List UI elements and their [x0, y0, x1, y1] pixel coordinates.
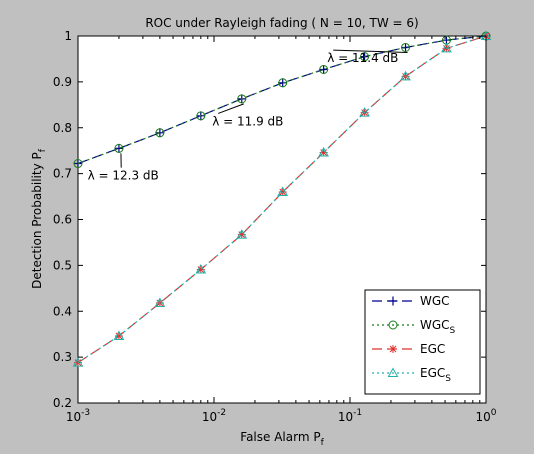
legend-box: [364, 289, 481, 395]
circle-marker: [278, 78, 288, 88]
circle-marker: [388, 320, 398, 330]
triangle-marker: [441, 42, 452, 53]
y-axis-label-main: Detection Probability P: [30, 152, 44, 289]
y-tick-label: 1: [64, 29, 72, 43]
annotation-layer: λ = 12.3 dB λ = 11.9 dB λ = 11.4 dB: [88, 49, 408, 183]
x-tick-label: 10-2: [202, 408, 226, 424]
x-axis-ticks: 10-3 10-2 10-1 100: [66, 36, 497, 424]
triangle-marker: [277, 186, 289, 196]
x-axis-label: False Alarm Pf: [240, 430, 324, 448]
y-tick-label: 0.4: [53, 304, 72, 318]
annotation-pointer: [333, 49, 408, 53]
y-tick-label: 0.9: [53, 75, 72, 89]
annotation-label: λ = 12.3 dB: [88, 169, 159, 183]
legend-entry: WGC: [372, 294, 450, 308]
legend-entry: EGC: [372, 342, 445, 356]
y-tick-label: 0.5: [53, 258, 72, 272]
triangle-marker: [113, 330, 125, 341]
chart-title: ROC under Rayleigh fading ( N = 10, TW =…: [145, 16, 418, 30]
x-tick-label: 10-3: [66, 408, 90, 424]
legend-label: EGCS: [420, 366, 451, 384]
legend-label: EGC: [420, 342, 445, 356]
plus-marker: [114, 143, 124, 153]
circle-marker: [360, 52, 370, 62]
x-axis-label-main: False Alarm P: [240, 430, 320, 444]
legend-entry: WGCS: [372, 318, 456, 336]
star-marker: [278, 187, 287, 196]
x-axis-label-sub: f: [321, 438, 325, 448]
legend-entry: EGCS: [372, 366, 451, 384]
annotation-label: λ = 11.4 dB: [327, 51, 398, 65]
series-line: [77, 35, 487, 165]
circle-marker: [73, 159, 83, 169]
star-marker: [237, 230, 246, 239]
y-tick-label: 0.7: [53, 167, 72, 181]
triangle-marker: [318, 147, 329, 157]
y-tick-label: 0.2: [53, 396, 72, 410]
x-tick-label: 100: [475, 408, 496, 424]
circle-marker: [401, 42, 411, 52]
plus-marker: [388, 296, 398, 306]
series-layer: [72, 30, 492, 367]
legend-label: WGC: [420, 294, 450, 308]
triangle-marker: [400, 70, 411, 81]
legend-label: WGCS: [420, 318, 456, 336]
annotation-label: λ = 11.9 dB: [212, 114, 283, 128]
star-marker: [74, 358, 82, 367]
plus-marker: [319, 64, 329, 74]
circle-marker: [155, 128, 165, 138]
circle-marker: [319, 64, 329, 74]
star-marker: [196, 265, 205, 274]
y-axis-label: Detection Probability Pf: [30, 148, 48, 289]
x-tick-label: 10-1: [338, 408, 362, 424]
triangle-marker: [236, 229, 248, 239]
star-marker: [319, 148, 328, 157]
star-marker: [114, 332, 123, 341]
triangle-marker: [359, 107, 370, 117]
y-tick-label: 0.8: [53, 121, 72, 135]
series-line: [77, 35, 487, 364]
legend: WGC WGCS EGC EGCS: [364, 289, 481, 395]
y-tick-label: 0.6: [53, 213, 72, 227]
y-axis-ticks: 0.2 0.3 0.4 0.5 0.6 0.7 0.8 0.9 1: [53, 29, 486, 410]
y-tick-label: 0.3: [53, 350, 72, 364]
star-marker: [389, 345, 397, 353]
y-axis-label-sub: f: [38, 148, 48, 152]
plus-marker: [73, 159, 83, 169]
circle-marker: [237, 94, 247, 104]
plus-marker: [155, 128, 165, 138]
triangle-marker: [195, 263, 207, 274]
triangle-marker: [154, 297, 166, 307]
triangle-marker: [72, 357, 84, 367]
triangle-marker: [387, 367, 399, 377]
circle-marker: [196, 111, 206, 121]
annotation-pointer: [218, 103, 244, 114]
circle-marker: [114, 143, 124, 153]
